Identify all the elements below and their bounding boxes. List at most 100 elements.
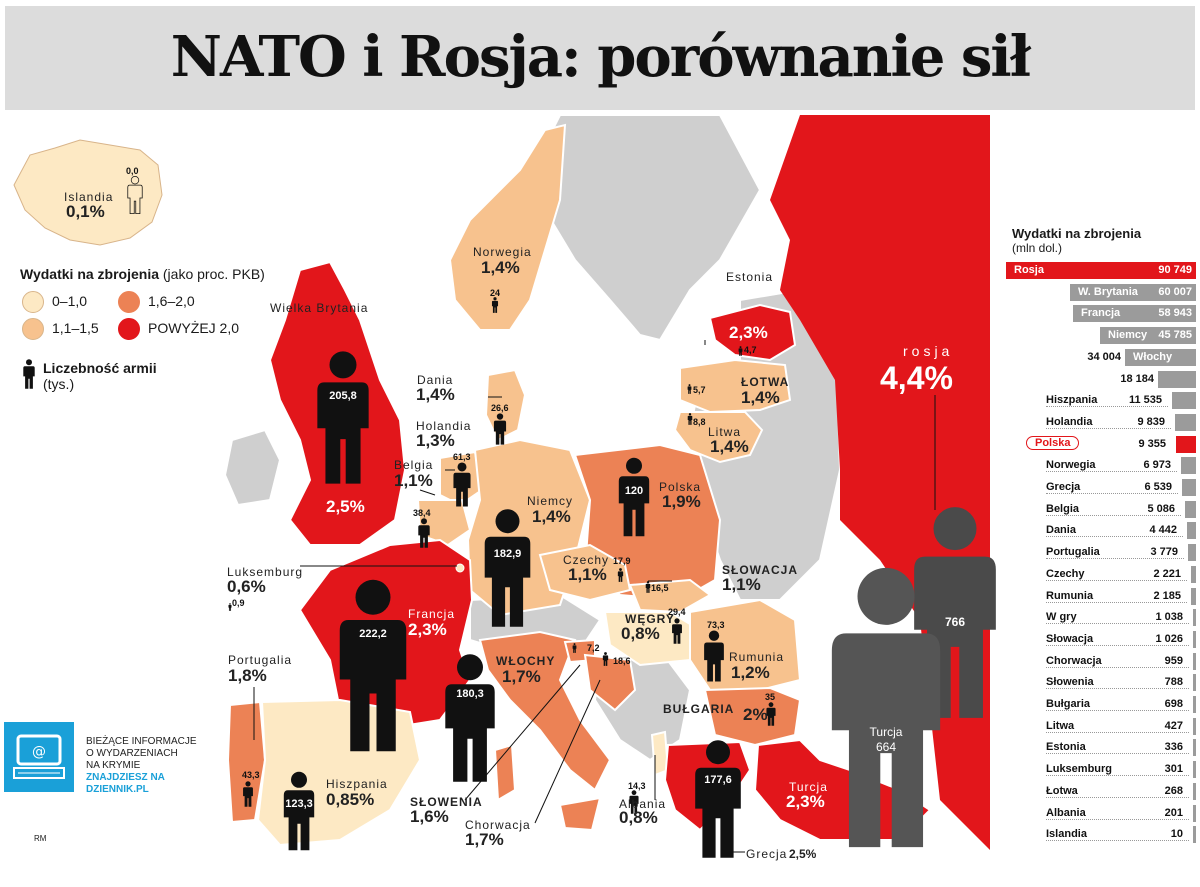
label-dania-name: Dania <box>417 373 454 387</box>
label-albania-army: 14,3 <box>628 781 646 791</box>
label-rosja-name: rosja <box>903 343 954 359</box>
table-row-value: 34 004 <box>1087 351 1121 363</box>
info-link[interactable]: DZIENNIK.PL <box>86 784 149 795</box>
table-row: Chorwacja 959 <box>1004 653 1196 670</box>
table-bar <box>1125 349 1196 366</box>
table-row-divider <box>1046 580 1187 581</box>
table-row-value: 2 221 <box>1153 568 1181 580</box>
soldier-number-wlochy: 180,3 <box>456 688 484 700</box>
label-norwegia-pct: 1,4% <box>481 258 520 277</box>
label-portugalia-pct: 1,8% <box>228 666 267 685</box>
label-wegry-name: WĘGRY <box>625 612 675 626</box>
computer-icon[interactable]: @ <box>4 722 74 792</box>
table-row: Czechy 2 221 <box>1004 566 1196 583</box>
soldier-number-rosja: 766 <box>944 615 966 629</box>
soldier-icon-albania <box>628 790 640 814</box>
table-row: Islandia 10 <box>1004 826 1196 843</box>
label-czechy-army: 17,9 <box>613 556 631 566</box>
table-row: Bułgaria 698 <box>1004 696 1196 713</box>
table-row-name: Rumunia <box>1046 590 1094 602</box>
table-row-name: W gry <box>1046 611 1077 623</box>
label-belgia-pct: 1,1% <box>394 471 433 490</box>
label-islandia-name: Islandia <box>64 190 114 204</box>
soldier-icon-polska <box>617 457 651 537</box>
table-row-name: Chorwacja <box>1046 655 1102 667</box>
soldier-icon-slowenia <box>572 640 577 653</box>
table-bar <box>1193 826 1196 843</box>
map-grey-nordic <box>528 114 762 342</box>
label-francja-name: Francja <box>408 607 456 621</box>
table-row-value: 5 086 <box>1147 503 1175 515</box>
soldier-number-francja: 222,2 <box>359 628 387 640</box>
table-row: Słowenia 788 <box>1004 674 1196 691</box>
table-row-value: 60 007 <box>1158 286 1192 298</box>
label-chorwacja-name: Chorwacja <box>465 818 531 832</box>
label-litwa-name: Litwa <box>708 425 742 439</box>
table-row-value: 1 026 <box>1155 633 1183 645</box>
table-row: Holandia 9 839 <box>1004 414 1196 431</box>
label-wlochy-pct: 1,7% <box>502 667 541 686</box>
soldier-icon-belgia <box>417 518 431 548</box>
legend-army-title: Liczebność armii <box>43 360 157 376</box>
label-litwa-army: 8,8 <box>693 417 706 427</box>
table-row-name: Belgia <box>1046 503 1080 515</box>
table-bar <box>1182 479 1196 496</box>
soldier-icon-lotwa <box>687 381 692 394</box>
soldier-icon-grecja <box>694 738 742 860</box>
table-bar <box>1172 392 1196 409</box>
legend-label-1: 1,1–1,5 <box>52 320 99 336</box>
label-belgia-name: Belgia <box>394 458 434 472</box>
table-row-divider <box>1046 753 1189 754</box>
table-bar <box>1188 544 1196 561</box>
table-row-name: Czechy <box>1046 568 1085 580</box>
table-row-value: 18 184 <box>1120 373 1154 385</box>
map-wlochy <box>478 630 612 792</box>
label-islandia-pct: 0,1% <box>66 202 105 221</box>
label-portugalia-army: 43,3 <box>242 770 260 780</box>
label-polska-pct: 1,9% <box>662 492 701 511</box>
legend-soldier-icon <box>22 359 36 389</box>
info-line-1: BIEŻĄCE INFORMACJE <box>86 736 197 747</box>
table-row-name: Rosja <box>1014 264 1044 276</box>
label-francja-pct: 2,3% <box>408 620 447 639</box>
soldier-icon-islandia <box>126 176 144 214</box>
label-grecja-pct: 2,5% <box>789 847 817 861</box>
table-row-value: 201 <box>1164 807 1183 819</box>
label-czechy-name: Czechy <box>563 553 610 567</box>
label-lotwa-army: 5,7 <box>693 385 706 395</box>
table-bar <box>1176 436 1196 453</box>
label-slowenia-pct: 1,6% <box>410 807 449 826</box>
table-row-value: 6 973 <box>1143 459 1171 471</box>
table-row-value: 427 <box>1164 720 1183 732</box>
map-ireland <box>223 428 282 507</box>
table-row-divider <box>1046 536 1183 537</box>
label-rumunia-army: 73,3 <box>707 620 725 630</box>
table-row-value: 788 <box>1164 676 1183 688</box>
table-row-name: Hiszpania <box>1046 394 1098 406</box>
label-hiszpania-pct: 0,85% <box>326 790 375 809</box>
table-row-name: Litwa <box>1046 720 1075 732</box>
table-row: Rosja 90 749 <box>1004 262 1196 279</box>
soldier-icon-bulgaria <box>765 702 777 726</box>
table-bar <box>1193 696 1196 713</box>
table-row-divider <box>1046 667 1189 668</box>
table-row-divider <box>1046 623 1189 624</box>
title-bar: NATO i Rosja: porównanie sił <box>5 6 1195 110</box>
map-islandia <box>13 139 163 246</box>
table-title: Wydatki na zbrojenia <box>1012 226 1142 241</box>
table-row: Polska 9 355 <box>1004 436 1196 453</box>
svg-text:@: @ <box>32 744 46 760</box>
label-dania-army: 26,6 <box>491 403 509 413</box>
label-norwegia-name: Norwegia <box>473 245 532 259</box>
table-bar <box>1175 414 1196 431</box>
label-bulgaria-name: BUŁGARIA <box>663 702 735 716</box>
map-slowacja <box>628 578 712 614</box>
table-bar <box>1193 783 1196 800</box>
label-wegry-army: 29,4 <box>668 607 686 617</box>
table-row-value: 6 539 <box>1144 481 1172 493</box>
table-row-value: 10 <box>1170 828 1183 840</box>
soldier-number-grecja: 177,6 <box>704 774 732 786</box>
legend-label-0: 0–1,0 <box>52 293 88 309</box>
table-row-divider <box>1046 775 1189 776</box>
label-estonia-army: 4,7 <box>744 345 757 355</box>
